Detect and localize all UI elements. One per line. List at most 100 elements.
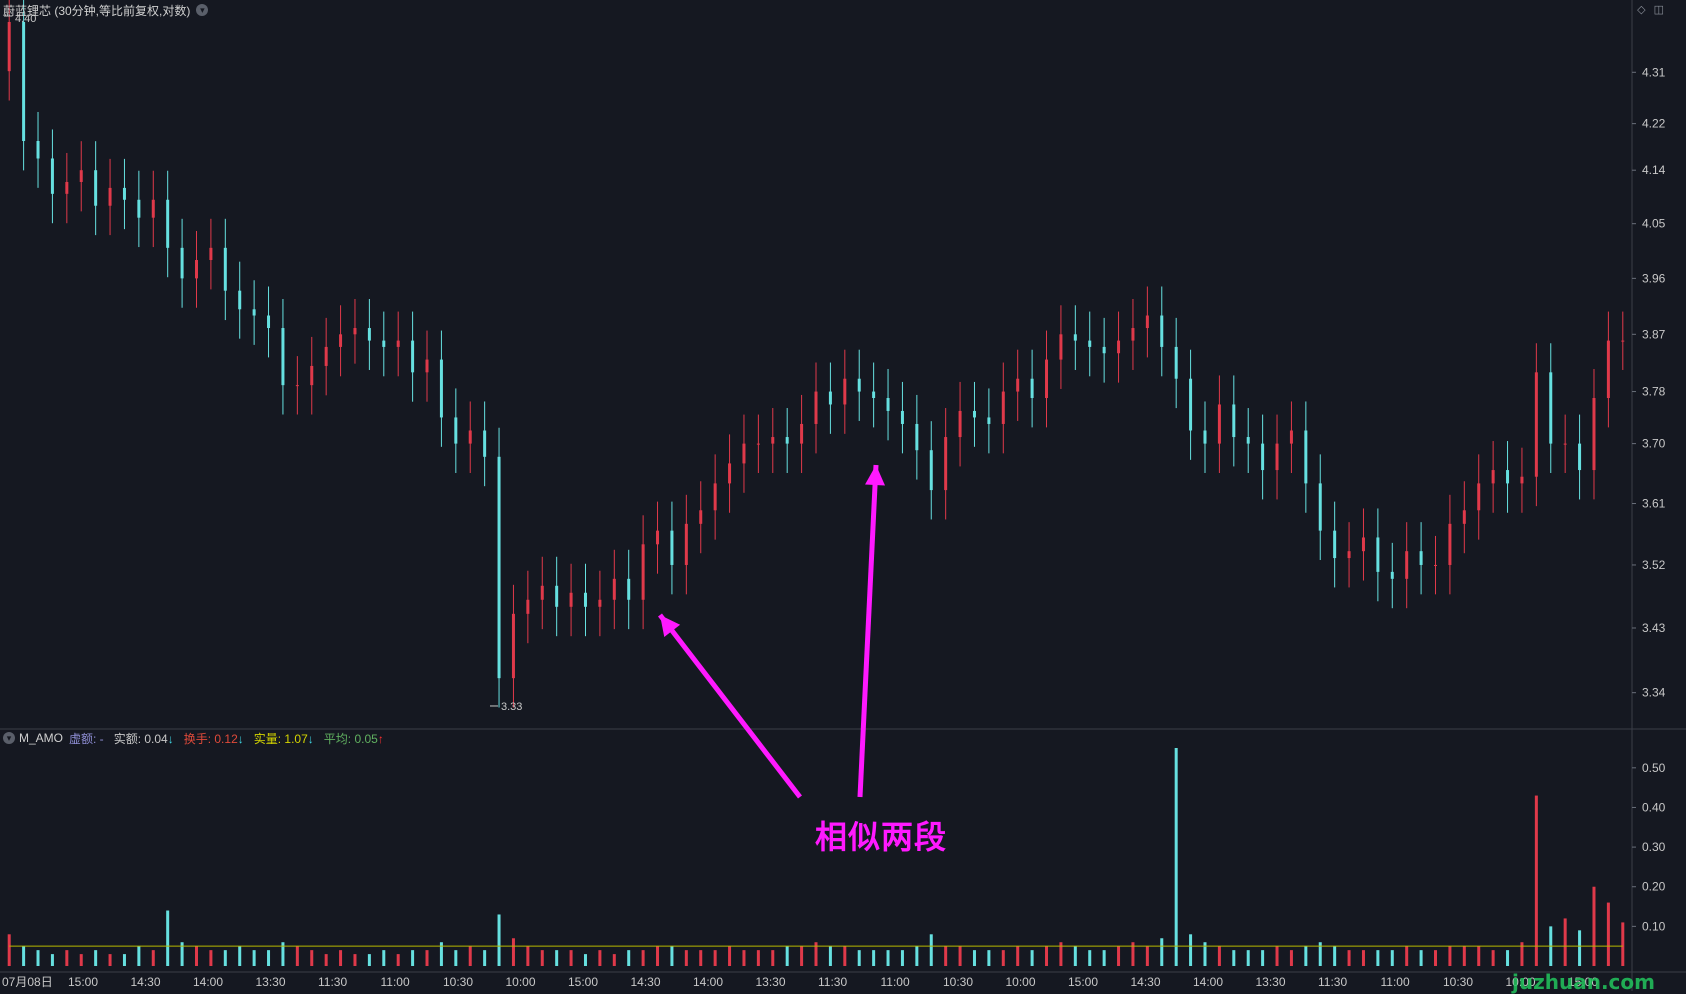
volume-bar xyxy=(756,950,760,966)
candle-body xyxy=(65,181,69,194)
volume-bar xyxy=(598,950,602,966)
chevron-down-icon[interactable]: ▾ xyxy=(3,732,15,744)
candle-body xyxy=(1045,359,1049,399)
volume-tick-label: 0.20 xyxy=(1642,880,1666,894)
volume-bar xyxy=(65,950,69,966)
volume-bar xyxy=(1246,950,1250,966)
volume-bar xyxy=(1434,950,1438,966)
volume-bar xyxy=(1045,946,1049,966)
volume-bar xyxy=(1405,946,1409,966)
candle-body xyxy=(194,260,198,279)
candle-body xyxy=(1261,443,1265,471)
candle-body xyxy=(1347,551,1351,559)
volume-bar xyxy=(1059,942,1063,966)
volume-bar xyxy=(987,950,991,966)
volume-bar xyxy=(569,950,573,966)
candle-body xyxy=(713,483,717,511)
indicator-values: 虚额: - 实额: 0.04↓ 换手: 0.12↓ 实量: 1.07↓ 平均: 0.05… xyxy=(69,730,394,747)
square-icon[interactable]: ◫ xyxy=(1653,4,1664,16)
time-tick-label: 10:00 xyxy=(506,975,536,989)
indicator-item-text: 实量: 1.07 xyxy=(253,731,308,746)
indicator-item-text: 实额: 0.04 xyxy=(113,731,168,746)
volume-bar xyxy=(1232,950,1236,966)
arrow-icon: ↓ xyxy=(237,731,244,746)
volume-bar xyxy=(382,950,386,966)
candle-body xyxy=(295,385,299,387)
annotation-arrow-shaft xyxy=(857,464,879,798)
volume-bar xyxy=(194,946,198,966)
indicator-item-text: 平均: 0.05 xyxy=(323,731,378,746)
volume-bar xyxy=(1621,922,1625,966)
volume-bar xyxy=(36,950,40,966)
candle-body xyxy=(641,544,645,600)
volume-bar xyxy=(1174,748,1178,966)
volume-bar xyxy=(50,954,54,966)
candle-body xyxy=(1621,340,1625,342)
volume-bar xyxy=(555,950,559,966)
candle-body xyxy=(699,510,703,524)
candle-body xyxy=(252,309,256,316)
indicator-item: 实额: 0.04↓ xyxy=(114,732,174,746)
candle-body xyxy=(1578,443,1582,471)
candle-body xyxy=(108,187,112,206)
high-price-label: 4.40 xyxy=(15,13,36,25)
volume-bar xyxy=(238,946,242,966)
volume-bar xyxy=(180,942,184,966)
volume-bar xyxy=(656,946,660,966)
volume-bar xyxy=(1448,946,1452,966)
candle-body xyxy=(1506,470,1510,484)
volume-bar xyxy=(814,942,818,966)
candle-body xyxy=(555,585,559,607)
candle-body xyxy=(1534,372,1538,477)
time-tick-label: 14:30 xyxy=(631,975,661,989)
candle-body xyxy=(151,199,155,218)
candle-body xyxy=(1361,537,1365,552)
volume-bar xyxy=(310,950,314,966)
price-tick-label: 4.05 xyxy=(1642,217,1666,231)
candle-body xyxy=(209,247,213,261)
candle-body xyxy=(137,199,141,218)
candle-body xyxy=(1088,340,1092,347)
chevron-down-icon[interactable]: ▾ xyxy=(196,4,209,16)
candle-body xyxy=(122,187,126,200)
volume-bar xyxy=(1563,918,1567,966)
volume-bar xyxy=(886,950,890,966)
candle-body xyxy=(1102,346,1106,354)
candle-body xyxy=(627,578,631,600)
volume-bar xyxy=(1506,950,1510,966)
volume-bar xyxy=(439,942,443,966)
volume-bar xyxy=(583,954,587,966)
candle-body xyxy=(454,417,458,444)
candle-body xyxy=(1333,530,1337,559)
indicator-item: 虚额: - xyxy=(69,732,104,746)
price-tick-label: 3.34 xyxy=(1642,686,1666,700)
price-tick-label: 3.52 xyxy=(1642,558,1666,572)
volume-bar xyxy=(785,946,789,966)
volume-bar xyxy=(1578,930,1582,966)
time-tick-label: 11:30 xyxy=(818,975,847,989)
volume-bar xyxy=(483,950,487,966)
candle-body xyxy=(94,170,98,206)
volume-bar xyxy=(122,954,126,966)
annotation-arrow-head xyxy=(865,465,886,486)
volume-bar xyxy=(713,950,717,966)
candle-body xyxy=(324,346,328,366)
price-tick-label: 3.61 xyxy=(1642,497,1666,511)
diamond-icon[interactable]: ◇ xyxy=(1637,4,1646,16)
time-tick-label: 10:00 xyxy=(1506,975,1536,989)
candle-body xyxy=(1030,378,1034,399)
volume-bar xyxy=(1419,950,1423,966)
candle-body xyxy=(281,328,285,386)
candle-body xyxy=(1419,551,1423,565)
candle-body xyxy=(267,315,271,329)
indicator-name[interactable]: M_AMO xyxy=(19,731,64,745)
indicator-item-text: 换手: 0.12 xyxy=(183,731,238,746)
time-tick-label: 11:00 xyxy=(881,975,910,989)
volume-bar xyxy=(1001,950,1005,966)
low-price-label: 3.33 xyxy=(501,701,522,713)
candle-body xyxy=(1160,315,1164,347)
candle-body xyxy=(50,158,54,194)
volume-bar xyxy=(1592,886,1596,966)
candle-body xyxy=(785,437,789,444)
